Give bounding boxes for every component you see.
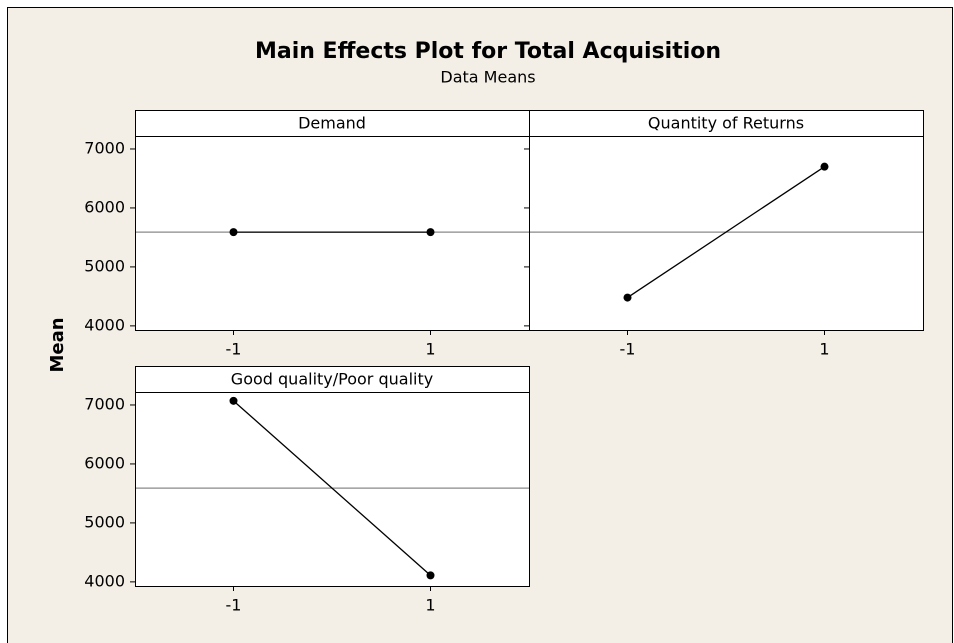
data-point — [229, 396, 238, 405]
panel-header — [135, 366, 530, 393]
x-tick-label: 1 — [819, 340, 829, 359]
y-axis-label: Mean — [47, 317, 68, 372]
panel-title: Good quality/Poor quality — [231, 370, 433, 389]
data-point — [426, 571, 435, 580]
panel-header — [529, 110, 924, 137]
y-tick-label: 7000 — [84, 394, 125, 413]
chart-subtitle: Data Means — [440, 68, 535, 87]
x-tick-label: -1 — [226, 596, 242, 615]
y-tick-label: 6000 — [84, 197, 125, 216]
y-tick-label: 5000 — [84, 256, 125, 275]
chart-title: Main Effects Plot for Total Acquisition — [255, 39, 721, 64]
effect-line — [233, 400, 431, 576]
plot-area — [135, 392, 530, 587]
data-point — [820, 162, 829, 171]
y-tick-label: 6000 — [84, 453, 125, 472]
panel-title: Quantity of Returns — [648, 114, 804, 133]
x-tick-label: -1 — [620, 340, 636, 359]
plot-area — [135, 136, 530, 331]
x-tick-label: -1 — [226, 340, 242, 359]
data-point — [426, 228, 435, 237]
panel-title: Demand — [298, 114, 366, 133]
y-tick-label: 4000 — [84, 315, 125, 334]
effect-line — [627, 166, 825, 299]
y-tick-label: 5000 — [84, 512, 125, 531]
plot-area — [529, 136, 924, 331]
data-point — [229, 228, 238, 237]
y-tick-label: 7000 — [84, 138, 125, 157]
panel-header — [135, 110, 530, 137]
x-tick-label: 1 — [425, 340, 435, 359]
x-tick-label: 1 — [425, 596, 435, 615]
data-point — [623, 293, 632, 302]
y-tick-label: 4000 — [84, 571, 125, 590]
